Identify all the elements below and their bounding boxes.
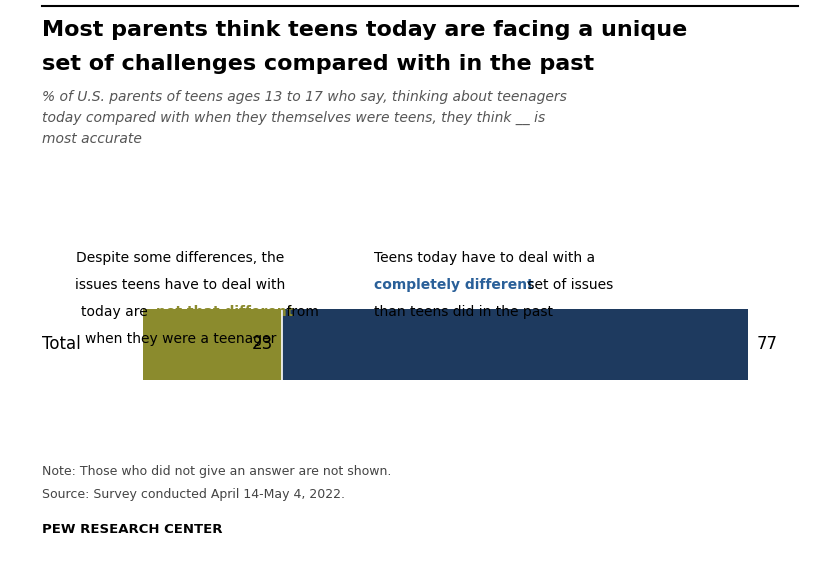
Text: PEW RESEARCH CENTER: PEW RESEARCH CENTER (42, 523, 223, 536)
Text: Despite some differences, the: Despite some differences, the (76, 251, 285, 265)
Text: 77: 77 (757, 335, 778, 353)
Text: today are: today are (81, 305, 152, 319)
Text: from: from (282, 305, 319, 319)
Text: issues teens have to deal with: issues teens have to deal with (76, 278, 286, 292)
Text: Teens today have to deal with a: Teens today have to deal with a (374, 251, 595, 265)
Bar (282, 309, 748, 380)
Text: Most parents think teens today are facing a unique: Most parents think teens today are facin… (42, 20, 687, 39)
Text: completely different: completely different (374, 278, 533, 292)
Text: 23: 23 (252, 335, 273, 353)
Text: than teens did in the past: than teens did in the past (374, 305, 553, 319)
Text: Source: Survey conducted April 14-May 4, 2022.: Source: Survey conducted April 14-May 4,… (42, 488, 345, 501)
Bar (143, 309, 282, 380)
Text: when they were a teenager: when they were a teenager (85, 332, 276, 346)
Text: Total: Total (42, 335, 81, 353)
Text: not that different: not that different (156, 305, 294, 319)
Text: set of challenges compared with in the past: set of challenges compared with in the p… (42, 54, 594, 73)
Text: Note: Those who did not give an answer are not shown.: Note: Those who did not give an answer a… (42, 465, 391, 478)
Text: % of U.S. parents of teens ages 13 to 17 who say, thinking about teenagers
today: % of U.S. parents of teens ages 13 to 17… (42, 90, 567, 146)
Text: set of issues: set of issues (523, 278, 613, 292)
